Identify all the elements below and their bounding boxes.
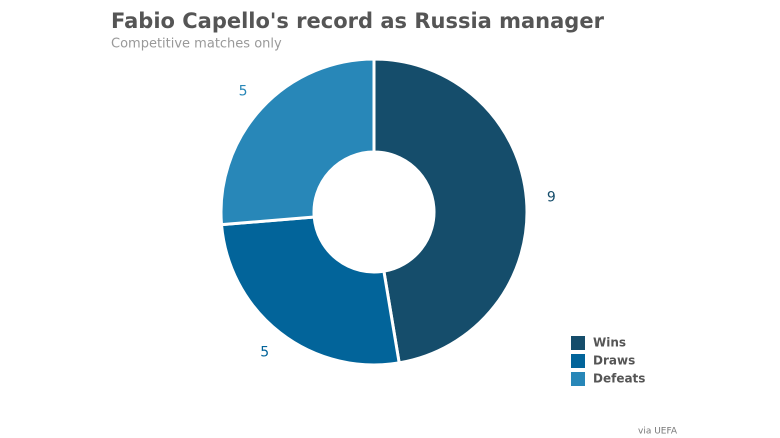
data-label: 9 (547, 189, 556, 205)
chart-title: Fabio Capello's record as Russia manager (111, 9, 605, 33)
legend-label: Defeats (593, 372, 645, 386)
legend-label: Draws (593, 354, 635, 368)
legend-swatch (571, 372, 585, 386)
legend-label: Wins (593, 336, 626, 350)
legend-swatch (571, 354, 585, 368)
legend-swatch (571, 336, 585, 350)
source: via UEFA (638, 427, 678, 437)
data-label: 5 (239, 83, 248, 99)
donut-slice (219, 57, 376, 227)
donut-slice (219, 215, 401, 367)
donut-slice (372, 57, 529, 365)
chart-subtitle: Competitive matches only (111, 37, 282, 52)
data-label: 5 (260, 344, 269, 360)
